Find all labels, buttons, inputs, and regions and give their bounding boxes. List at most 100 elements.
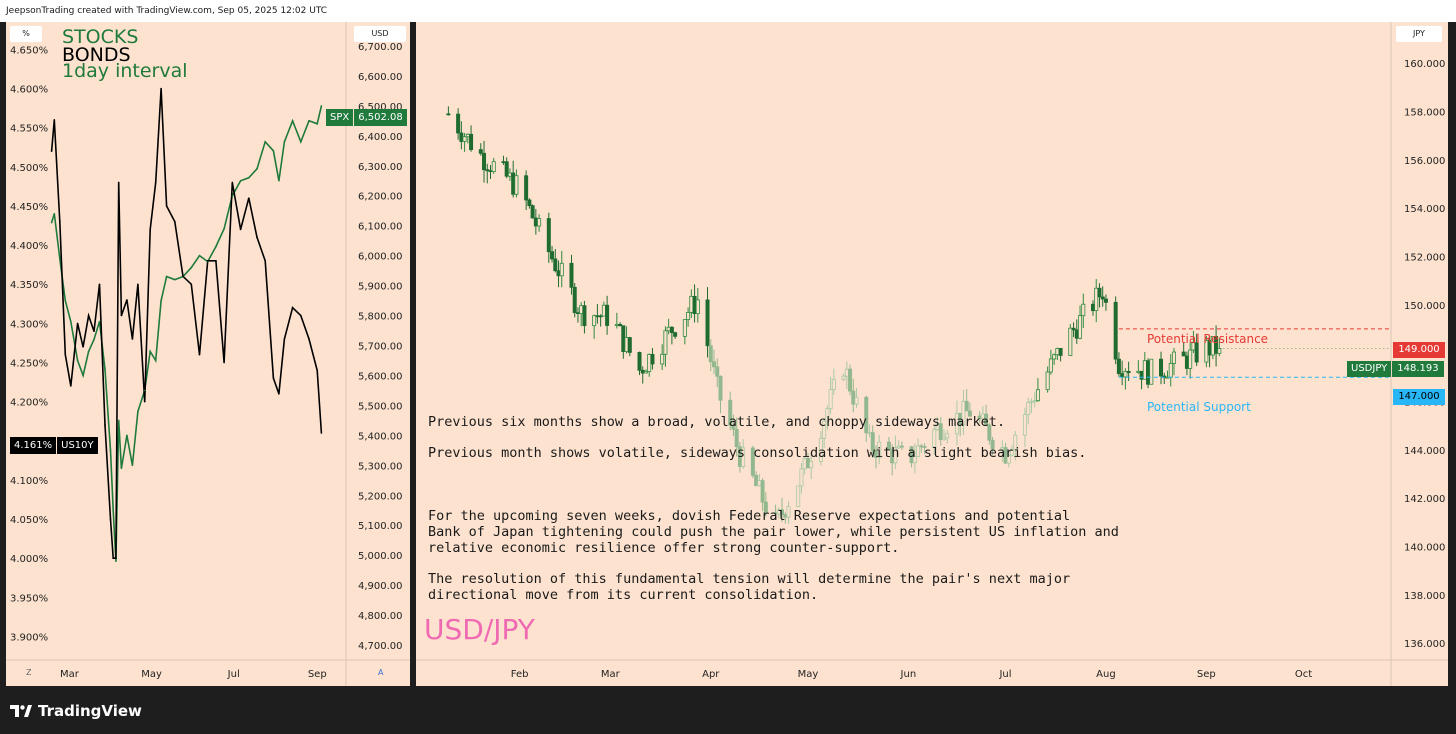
last-value: 148.193 <box>1392 361 1444 377</box>
legend-bonds: BONDS <box>62 44 131 66</box>
candle-body <box>1159 358 1164 377</box>
candle-body <box>964 400 969 412</box>
candle-body <box>1120 373 1125 378</box>
spx-point <box>53 212 56 215</box>
candle-body <box>1103 298 1108 303</box>
candle-body <box>579 305 584 314</box>
candle-body <box>786 506 791 518</box>
candle-body <box>864 396 869 434</box>
candle-body <box>822 420 827 439</box>
stocks-bonds-plot[interactable]: 4.650% 4.600% 4.550% 4.500% 4.450% 4.400% 4.35… <box>6 22 410 686</box>
left-axis-tick-3: 4.500% <box>10 163 48 174</box>
right-axis-tick-9: 5,800.00 <box>358 312 403 323</box>
candle-body <box>780 509 785 515</box>
candle-body <box>556 270 561 277</box>
candle-body <box>514 175 519 195</box>
series-line-us10y <box>50 88 323 559</box>
candle-body <box>1068 327 1073 356</box>
price-axis-tick-8: 144.000 <box>1404 446 1445 457</box>
spx-point <box>215 245 217 248</box>
candle-body <box>456 113 461 134</box>
candle-body <box>605 304 610 326</box>
candle-body <box>1126 370 1131 373</box>
candle-body <box>1217 348 1222 354</box>
stocks-bonds-chart[interactable]: 4.650% 4.600% 4.550% 4.500% 4.450% 4.400% 4.35… <box>6 22 410 686</box>
candle-body <box>851 390 856 405</box>
candle-body <box>666 326 671 332</box>
tradingview-logo[interactable]: TradingView <box>10 702 142 720</box>
time-tick-0: Mar <box>60 669 80 680</box>
us10y-point <box>231 181 234 184</box>
candle-body <box>695 299 700 315</box>
spx-point <box>76 359 79 362</box>
right-axis-tick-15: 5,200.00 <box>358 491 403 502</box>
scale-z-button[interactable]: Z <box>26 668 32 677</box>
candle-body <box>941 437 946 440</box>
spx-point <box>126 434 128 437</box>
spx-point <box>231 194 234 197</box>
right-axis-tick-7: 6,000.00 <box>358 252 403 263</box>
price-axis-tick-1: 158.000 <box>1404 107 1445 118</box>
left-axis-tick-2: 4.550% <box>10 124 48 135</box>
time-tick-7: Sep <box>1197 669 1216 680</box>
us10y-point <box>82 346 84 348</box>
us10y-point <box>117 181 120 184</box>
us10y-point <box>283 338 286 340</box>
candle-body <box>624 337 629 352</box>
candle-body <box>909 446 914 464</box>
left-axis-tick-5: 4.400% <box>10 241 48 252</box>
price-axis-tick-4: 152.000 <box>1404 252 1445 263</box>
spx-point <box>272 149 275 152</box>
left-unit-label: % <box>10 26 42 42</box>
candle-body <box>465 133 470 138</box>
candle-body <box>922 446 927 448</box>
us10y-point <box>53 119 56 121</box>
candle-body <box>1006 454 1011 464</box>
candle-body <box>546 218 551 253</box>
candle-body <box>572 286 577 313</box>
us10y-point <box>278 393 280 395</box>
spx-point <box>98 320 101 323</box>
right-unit-label: USD <box>354 26 406 42</box>
us10y-point <box>87 314 90 317</box>
us10y-point <box>256 236 258 239</box>
left-axis-tick-6: 4.350% <box>10 280 48 291</box>
left-axis-tick-12: 4.050% <box>10 515 48 526</box>
time-tick-2: Jul <box>227 669 240 680</box>
left-axis-tick-13: 4.000% <box>10 554 48 565</box>
spx-point <box>69 320 72 323</box>
spx-point <box>131 464 134 467</box>
candle-body <box>893 447 898 464</box>
left-axis-tick-0: 4.650% <box>10 45 48 56</box>
spx-point <box>239 179 242 182</box>
candle-body <box>595 315 600 318</box>
candle-body <box>1032 400 1037 403</box>
candle-body <box>488 170 493 173</box>
candle-body <box>831 378 836 390</box>
usdjpy-chart[interactable]: 160.000 158.000 156.000 154.000 152.000 150.0… <box>416 22 1448 686</box>
left-axis-tick-8: 4.250% <box>10 359 48 370</box>
scale-a-button[interactable]: A <box>378 668 384 677</box>
candle-body <box>592 315 597 327</box>
support-price-tag: 147.000 <box>1393 389 1445 405</box>
spx-point <box>316 123 319 125</box>
us10y-point <box>182 275 184 278</box>
right-axis-tick-1: 6,600.00 <box>358 72 403 83</box>
us10y-point <box>76 322 79 325</box>
candle-body <box>663 330 668 355</box>
candle-body <box>715 366 720 377</box>
usdjpy-plot[interactable]: 160.000 158.000 156.000 154.000 152.000 150.0… <box>416 22 1448 686</box>
brand-name: TradingView <box>38 702 142 720</box>
candle-body <box>1142 360 1147 380</box>
us10y-point <box>120 314 123 317</box>
spx-point <box>50 221 53 224</box>
last-symbol: USDJPY <box>1347 361 1392 377</box>
time-tick-0: Feb <box>511 669 529 680</box>
candle-body <box>854 396 859 405</box>
candle-body <box>825 408 830 422</box>
candle-body <box>754 474 759 487</box>
candle-body <box>598 315 603 318</box>
candle-body <box>553 258 558 272</box>
candle-body <box>741 447 746 467</box>
candle-body <box>446 113 451 116</box>
